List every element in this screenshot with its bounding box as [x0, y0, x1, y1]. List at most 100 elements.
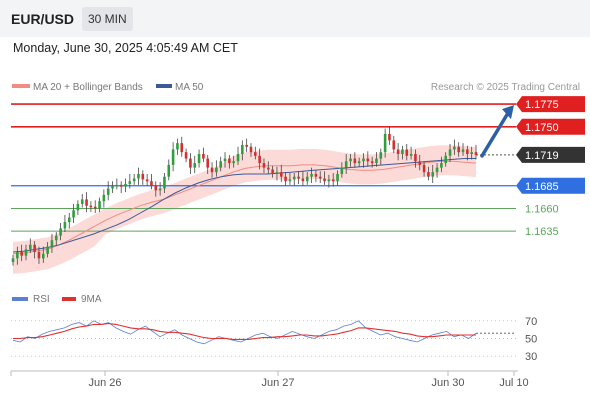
candle	[132, 173, 136, 185]
level-tag-bg	[516, 146, 585, 163]
candle	[29, 238, 32, 253]
candle-body	[357, 161, 361, 164]
candle-body	[106, 188, 110, 195]
candle	[392, 135, 396, 154]
candle	[50, 233, 54, 253]
projection-arrow-shaft	[480, 111, 510, 158]
candle-body	[284, 176, 287, 182]
candle	[119, 181, 123, 194]
rsi-tick-label: 70	[525, 316, 537, 328]
rsi-ma-legend-swatch	[62, 297, 76, 301]
candle	[189, 153, 192, 174]
rsi-tick-label: 30	[525, 351, 537, 363]
candle	[176, 138, 179, 155]
candle	[418, 154, 422, 171]
candle	[241, 140, 244, 161]
candle	[288, 173, 292, 185]
candle	[167, 159, 171, 181]
candle-body	[137, 173, 140, 179]
candle	[80, 193, 84, 208]
level-tag-1.1685: 1.1685	[516, 177, 585, 194]
candle	[292, 173, 296, 186]
ma20-legend-swatch	[12, 84, 30, 88]
candle-body	[279, 172, 283, 177]
candle-body	[197, 154, 201, 164]
candle-body	[310, 173, 313, 177]
candle	[54, 232, 58, 246]
candle-body	[336, 173, 339, 182]
level-tag-1.1750: 1.1750	[516, 118, 585, 135]
candle	[236, 146, 240, 165]
candle	[357, 157, 361, 167]
candle-body	[453, 146, 456, 150]
ma20-line	[12, 160, 477, 255]
ma50-legend-label: MA 50	[175, 82, 204, 93]
rsi-ma-legend-label: 9MA	[81, 294, 102, 305]
candle-body	[331, 179, 335, 182]
candle-body	[189, 158, 192, 168]
candle-body	[435, 167, 439, 173]
level-tag-bg	[516, 96, 585, 113]
candle	[89, 201, 93, 213]
candle	[275, 166, 279, 181]
candle	[184, 148, 188, 163]
candle	[145, 173, 149, 186]
candle-body	[258, 155, 261, 164]
candle-body	[405, 149, 409, 156]
candle	[401, 145, 404, 160]
candle-body	[457, 146, 460, 153]
candle	[431, 164, 435, 184]
level-label-1.1750: 1.1750	[525, 122, 559, 134]
time-tick-label: Jun 30	[431, 377, 464, 389]
candle-body	[67, 217, 71, 223]
candle	[271, 165, 274, 178]
candle-body	[241, 144, 244, 154]
candle-body	[215, 167, 218, 173]
level-tag-bg	[516, 118, 585, 135]
ma50-line	[12, 158, 476, 253]
candle	[336, 170, 339, 186]
candle-body	[210, 167, 214, 173]
candle-body	[206, 158, 210, 168]
candle-body	[262, 163, 266, 168]
candle-body	[440, 163, 443, 168]
timeframe-chip[interactable]: 30 MIN	[82, 7, 133, 31]
candle-body	[318, 176, 322, 179]
candle	[353, 152, 357, 168]
rsi-legend-label: RSI	[33, 294, 50, 305]
candle	[141, 170, 145, 185]
level-tag-bg	[516, 177, 585, 194]
candle	[63, 214, 67, 233]
projection-arrow-head	[502, 105, 514, 120]
candle-body	[180, 143, 184, 153]
candle	[228, 154, 231, 169]
candle-body	[267, 167, 270, 170]
candle	[245, 138, 248, 153]
candle	[435, 163, 439, 178]
candle-body	[141, 173, 145, 180]
candle-body	[249, 146, 253, 153]
candle	[331, 173, 335, 187]
candle-body	[145, 179, 149, 182]
candle	[76, 200, 80, 215]
candle-body	[93, 206, 97, 209]
candle	[223, 152, 227, 168]
candle	[383, 128, 387, 158]
candle	[210, 162, 214, 178]
candle-body	[383, 134, 387, 153]
candle-body	[29, 244, 32, 250]
candle	[375, 152, 378, 167]
candle	[163, 173, 166, 194]
candle	[16, 246, 19, 265]
candle	[474, 144, 478, 160]
candle-body	[119, 184, 123, 187]
candle-body	[219, 161, 222, 168]
candle	[93, 200, 97, 213]
candle-body	[98, 201, 101, 209]
candle	[24, 244, 28, 261]
candle-body	[427, 172, 430, 177]
candle	[340, 162, 344, 178]
candle-body	[431, 172, 435, 177]
candle-body	[115, 184, 119, 187]
candle	[33, 241, 36, 259]
